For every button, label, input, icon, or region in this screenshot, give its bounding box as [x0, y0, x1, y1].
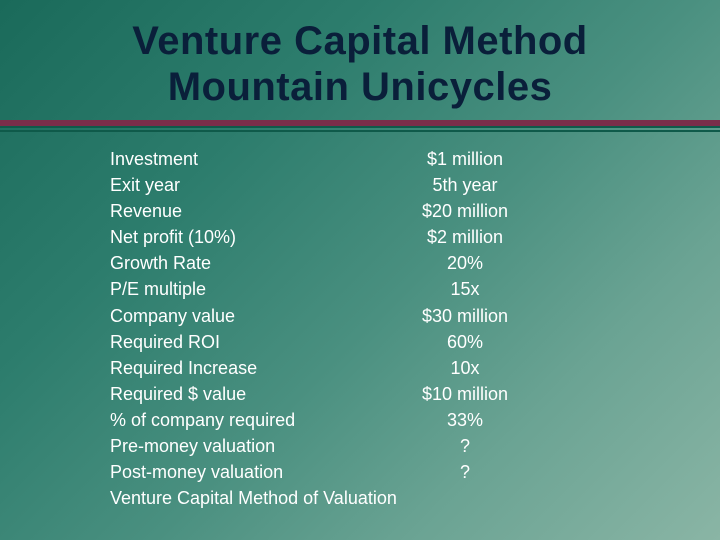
row-value: $20 million	[390, 198, 540, 224]
row-label: Exit year	[110, 172, 390, 198]
title-block: Venture Capital Method Mountain Unicycle…	[0, 0, 720, 118]
row-label: Net profit (10%)	[110, 224, 390, 250]
row-label: Investment	[110, 146, 390, 172]
table-row: Pre-money valuation ?	[110, 433, 720, 459]
row-label: Growth Rate	[110, 250, 390, 276]
rule-teal-top	[0, 126, 720, 128]
table-row: Company value $30 million	[110, 303, 720, 329]
table-row: Required ROI 60%	[110, 329, 720, 355]
row-label: Required Increase	[110, 355, 390, 381]
row-value: $10 million	[390, 381, 540, 407]
table-row: Exit year 5th year	[110, 172, 720, 198]
row-value: ?	[390, 459, 540, 485]
row-label: % of company required	[110, 407, 390, 433]
table-row: Revenue $20 million	[110, 198, 720, 224]
content-table: Investment $1 million Exit year 5th year…	[0, 132, 720, 511]
row-value: 5th year	[390, 172, 540, 198]
row-value: 33%	[390, 407, 540, 433]
row-label: Pre-money valuation	[110, 433, 390, 459]
row-label: P/E multiple	[110, 276, 390, 302]
table-row: Post-money valuation ?	[110, 459, 720, 485]
row-label: Required $ value	[110, 381, 390, 407]
row-label: Post-money valuation	[110, 459, 390, 485]
rule-teal-bottom	[0, 130, 720, 132]
slide-title-line2: Mountain Unicycles	[50, 64, 670, 110]
table-row: Required $ value $10 million	[110, 381, 720, 407]
row-label: Required ROI	[110, 329, 390, 355]
row-value: 20%	[390, 250, 540, 276]
row-value: ?	[390, 433, 540, 459]
row-value: 15x	[390, 276, 540, 302]
row-value: 10x	[390, 355, 540, 381]
row-value: $30 million	[390, 303, 540, 329]
footer-text: Venture Capital Method of Valuation	[110, 485, 720, 511]
row-value: $2 million	[390, 224, 540, 250]
table-row: Investment $1 million	[110, 146, 720, 172]
row-value: 60%	[390, 329, 540, 355]
table-row: % of company required 33%	[110, 407, 720, 433]
table-row: Growth Rate 20%	[110, 250, 720, 276]
row-label: Company value	[110, 303, 390, 329]
table-row: Required Increase 10x	[110, 355, 720, 381]
row-value: $1 million	[390, 146, 540, 172]
row-label: Revenue	[110, 198, 390, 224]
divider-rule	[0, 120, 720, 132]
slide-title-line1: Venture Capital Method	[50, 18, 670, 64]
table-row: P/E multiple 15x	[110, 276, 720, 302]
table-row: Net profit (10%) $2 million	[110, 224, 720, 250]
